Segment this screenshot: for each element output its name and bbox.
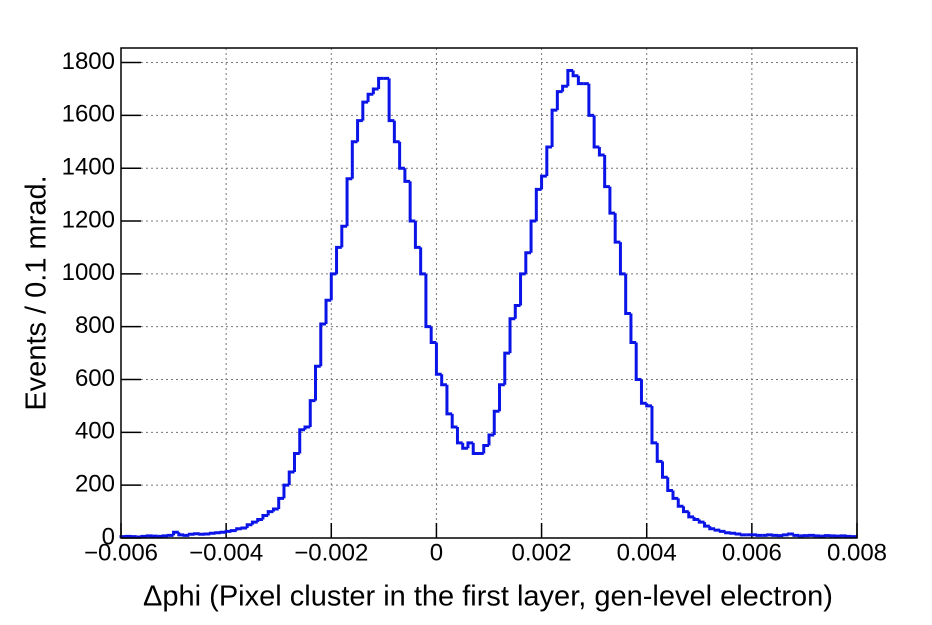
x-axis-title: Δphi (Pixel cluster in the first layer, … <box>143 581 833 613</box>
x-tick-label: −0.006 <box>84 539 158 566</box>
y-tick-label: 1000 <box>62 259 115 286</box>
histogram-bin <box>846 536 851 537</box>
y-tick-label: 600 <box>75 365 115 392</box>
histogram-bin <box>783 535 788 536</box>
histogram-bin <box>168 535 173 536</box>
histogram-bin <box>221 532 226 533</box>
y-tick-label: 1200 <box>62 206 115 233</box>
y-tick-label: 200 <box>75 471 115 498</box>
y-tick-label: 1600 <box>62 101 115 128</box>
histogram-bin <box>231 531 236 532</box>
histogram-bin <box>731 533 736 534</box>
histogram-bin <box>773 535 778 536</box>
histogram-bin <box>815 535 820 536</box>
histogram-bin <box>715 529 720 530</box>
histogram-bin <box>142 536 147 537</box>
histogram-bin <box>226 531 231 532</box>
y-axis-title: Events / 0.1 mrad. <box>21 175 53 410</box>
x-tick-label: 0.002 <box>512 539 572 566</box>
x-tick-label: 0.008 <box>827 539 887 566</box>
histogram-bin <box>242 528 247 529</box>
histogram-bin <box>720 530 725 531</box>
histogram-bin <box>726 531 731 532</box>
y-tick-label: 1800 <box>62 48 115 75</box>
histogram-bin <box>210 533 215 534</box>
histogram-bin <box>189 534 194 535</box>
y-tick-label: 800 <box>75 312 115 339</box>
x-tick-label: 0 <box>430 539 443 566</box>
histogram-bin <box>757 535 762 536</box>
histogram-bin <box>216 533 221 534</box>
histogram-bin <box>163 536 168 537</box>
y-tick-label: 1400 <box>62 154 115 181</box>
histogram-bin <box>736 533 741 534</box>
x-tick-label: 0.006 <box>722 539 782 566</box>
x-tick-label: −0.004 <box>189 539 263 566</box>
histogram-bin <box>741 534 746 535</box>
x-tick-label: −0.002 <box>294 539 368 566</box>
y-tick-label: 400 <box>75 418 115 445</box>
histogram-bin <box>794 534 799 535</box>
x-tick-label: 0.004 <box>617 539 677 566</box>
